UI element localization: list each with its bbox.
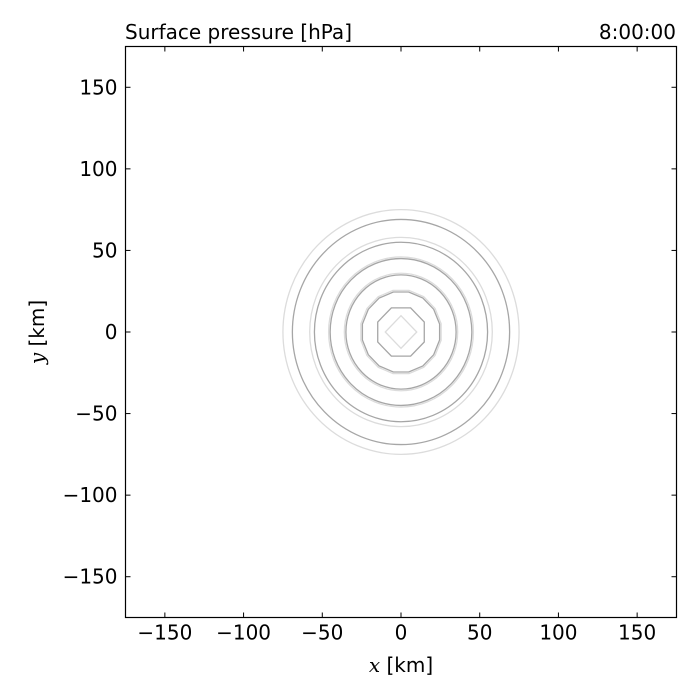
contour-line: [291, 218, 511, 446]
y-tick-label: 50: [92, 238, 117, 262]
contour-line: [377, 307, 425, 357]
x-axis-unit: [km]: [380, 653, 433, 677]
contour-line: [361, 291, 441, 373]
y-tick-label: 100: [79, 157, 117, 181]
x-axis-variable: x: [369, 653, 380, 677]
contour-line: [384, 314, 418, 350]
contour-lines: [282, 208, 520, 456]
y-tick-label: −150: [63, 565, 118, 589]
x-tick-label: −50: [301, 621, 343, 645]
y-tick-label: 150: [79, 75, 117, 99]
y-tick-labels: −150 −100 −50 0 50 100 150: [63, 75, 118, 588]
x-tick-label: 100: [539, 621, 577, 645]
contour-line: [343, 272, 459, 392]
contour-line: [360, 289, 442, 375]
x-tick-label: 0: [395, 621, 408, 645]
x-tick-label: −100: [216, 621, 271, 645]
x-tick-label: 50: [467, 621, 492, 645]
y-axis-unit: [km]: [25, 300, 49, 353]
contour-line: [309, 236, 493, 428]
contour-line: [327, 256, 475, 408]
contour-line: [345, 274, 457, 390]
y-axis-variable: y: [25, 352, 49, 365]
x-tick-labels: −150 −100 −50 0 50 100 150: [137, 621, 656, 645]
chart-title: Surface pressure [hPa]: [125, 20, 352, 44]
y-tick-label: −50: [75, 402, 117, 426]
contour-line: [313, 241, 489, 423]
contour-line: [282, 208, 520, 456]
axis-ticks: [125, 46, 677, 618]
x-axis-label: x [km]: [369, 653, 433, 677]
x-tick-label: 150: [618, 621, 656, 645]
y-tick-label: 0: [105, 320, 118, 344]
x-tick-label: −150: [137, 621, 192, 645]
time-label: 8:00:00: [599, 20, 676, 44]
y-axis-label: y [km]: [25, 300, 49, 365]
contour-line: [329, 257, 473, 407]
plot-frame: [124, 45, 678, 619]
y-tick-label: −100: [63, 483, 118, 507]
